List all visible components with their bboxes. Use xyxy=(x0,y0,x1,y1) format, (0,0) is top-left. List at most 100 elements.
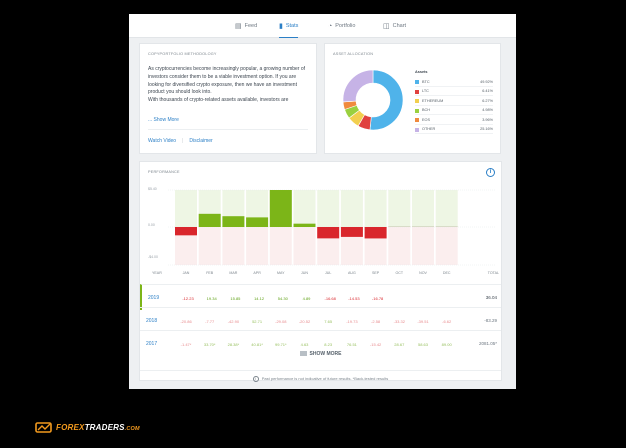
bar-dec[interactable] xyxy=(435,226,458,227)
month-value: -20.52 xyxy=(298,318,311,324)
total-column-header: Total xyxy=(487,271,499,275)
column-bg-positive xyxy=(175,190,197,227)
bar-sep[interactable] xyxy=(364,227,387,239)
month-value: -6.62 xyxy=(442,318,452,324)
year-label: 2017 xyxy=(146,341,158,347)
show-more-button[interactable]: SHOW MORE xyxy=(140,351,501,363)
month-value: -29.08 xyxy=(275,318,287,324)
month-value: 76.51 xyxy=(346,341,357,347)
month-value: 15.85 xyxy=(230,295,241,301)
column-bg-negative xyxy=(435,227,458,265)
month-value: 54.30 xyxy=(277,295,288,301)
column-bg-positive xyxy=(388,190,411,227)
asset-percent: 3.96% xyxy=(482,117,493,122)
month-value: 14.12 xyxy=(254,295,265,301)
info-icon[interactable]: i xyxy=(486,168,495,177)
asset-swatch xyxy=(415,108,419,113)
year-label: 2019 xyxy=(148,295,160,301)
asset-row: BTC 49.92% xyxy=(415,78,493,87)
month-value: 58.63 xyxy=(417,341,429,347)
tab-bar: ▤ Feed ▮ Stats ◔ Portfolio ◫ Chart xyxy=(129,14,516,38)
bar-jan[interactable] xyxy=(175,227,197,236)
month-label: Apr xyxy=(253,271,261,275)
asset-percent: 6.27% xyxy=(482,98,493,103)
month-value: 4.89 xyxy=(302,295,311,301)
link-separator: | xyxy=(182,138,184,144)
methodology-paragraph-2: With thousands of crypto-related assets … xyxy=(148,97,289,104)
column-bg-negative xyxy=(246,227,269,265)
bar-oct[interactable] xyxy=(388,226,411,227)
month-label: Jul xyxy=(324,271,332,275)
month-value: -14.53 xyxy=(348,295,360,301)
asset-name: BTC xyxy=(422,79,430,84)
asset-swatch xyxy=(415,99,419,103)
bar-aug[interactable] xyxy=(340,227,363,237)
month-value: 89.00 xyxy=(441,341,452,347)
asset-name: BCH xyxy=(422,108,431,113)
column-bg-positive xyxy=(340,190,363,227)
year-row[interactable]: 2018 -20.86 -7.77 -42.90 52.71 -29.08 -20.52 7.… xyxy=(140,307,501,333)
year-total: 2081.05* xyxy=(478,341,497,346)
tab-chart-label: Chart xyxy=(392,23,407,29)
asset-row: BCH 4.98% xyxy=(415,107,493,115)
watch-video-link[interactable]: Watch Video xyxy=(148,138,177,144)
month-value: 28.67 xyxy=(394,341,405,347)
month-value: -16.68 xyxy=(324,295,336,301)
month-value: 40.81* xyxy=(251,341,263,347)
methodology-title: CopyPortfolio Methodology xyxy=(148,52,217,56)
asset-row: EOS 3.96% xyxy=(415,116,493,125)
bar-may[interactable] xyxy=(269,190,292,227)
asset-swatch xyxy=(415,89,419,94)
tab-chart[interactable]: ◫ Chart xyxy=(383,14,406,38)
bar-jul[interactable] xyxy=(317,227,340,239)
bar-mar[interactable] xyxy=(222,216,245,227)
month-value: -15.42 xyxy=(369,341,382,347)
month-label: Aug xyxy=(347,271,356,275)
month-value: -39.51 xyxy=(417,318,429,324)
month-value: 19.34 xyxy=(206,295,217,301)
tab-stats-label: Stats xyxy=(285,22,299,29)
month-label: Jun xyxy=(301,271,308,275)
tab-feed-label: Feed xyxy=(244,23,258,29)
donut-slice xyxy=(342,69,374,103)
column-bg-positive xyxy=(412,190,434,227)
tab-feed[interactable]: ▤ Feed xyxy=(235,14,257,38)
month-value: -20.86 xyxy=(180,318,192,324)
methodology-links: Watch Video | Disclaimer xyxy=(148,138,213,144)
month-label: Feb xyxy=(206,271,214,275)
asset-allocation-card: Asset Allocation Assets BTC 49.92% LTC 6… xyxy=(324,43,501,154)
month-label: May xyxy=(277,271,285,275)
brand-logo: FOREXTRADERS.COM xyxy=(35,419,140,435)
show-more-link[interactable]: ... Show More xyxy=(148,117,179,123)
footnote: i Past performance is not indicative of f… xyxy=(140,370,501,384)
bar-jun[interactable] xyxy=(293,223,316,227)
tab-portfolio-label: Portfolio xyxy=(335,23,356,29)
month-value: 8.23 xyxy=(324,341,333,347)
column-bg-positive xyxy=(364,190,387,227)
column-bg-negative xyxy=(198,227,221,265)
y-tick-top: $5.40 xyxy=(148,187,157,191)
year-row[interactable]: 2017 -1.47* 33.70* 28.38* 40.81* 99.71* 4.63 8.… xyxy=(140,330,501,356)
tab-stats[interactable]: ▮ Stats xyxy=(279,14,299,38)
bar-apr[interactable] xyxy=(246,217,269,227)
month-header-row: Year Total Jan Feb Mar Apr May Jun Jul Aug Sep Oc… xyxy=(140,271,503,279)
performance-card: Performance i $5.40 0.00 -$4.00 Year Tot… xyxy=(139,161,503,384)
disclaimer-link[interactable]: Disclaimer xyxy=(189,138,213,144)
asset-row: OTHER 25.16% xyxy=(415,126,493,134)
month-value: -42.90 xyxy=(227,318,240,324)
allocation-donut xyxy=(342,69,404,131)
column-bg-negative xyxy=(293,227,316,265)
tab-portfolio[interactable]: ◔ Portfolio xyxy=(328,14,355,38)
assets-header: Assets xyxy=(415,70,428,74)
asset-row: ETHEREUM 6.27% xyxy=(415,97,493,106)
asset-name: OTHER xyxy=(422,127,436,132)
month-value: -7.77 xyxy=(205,318,215,324)
bar-feb[interactable] xyxy=(198,213,221,227)
column-bg-negative xyxy=(269,227,292,265)
show-more-label: SHOW MORE xyxy=(309,351,342,357)
bar-nov[interactable] xyxy=(412,226,434,227)
month-value: -19.73 xyxy=(346,318,358,324)
bar-chart-icon: ▮ xyxy=(279,22,283,30)
performance-chart xyxy=(168,189,495,266)
year-row[interactable]: 2019 -12.23 19.34 15.85 14.12 54.30 4.89 -16.68… xyxy=(140,284,501,310)
